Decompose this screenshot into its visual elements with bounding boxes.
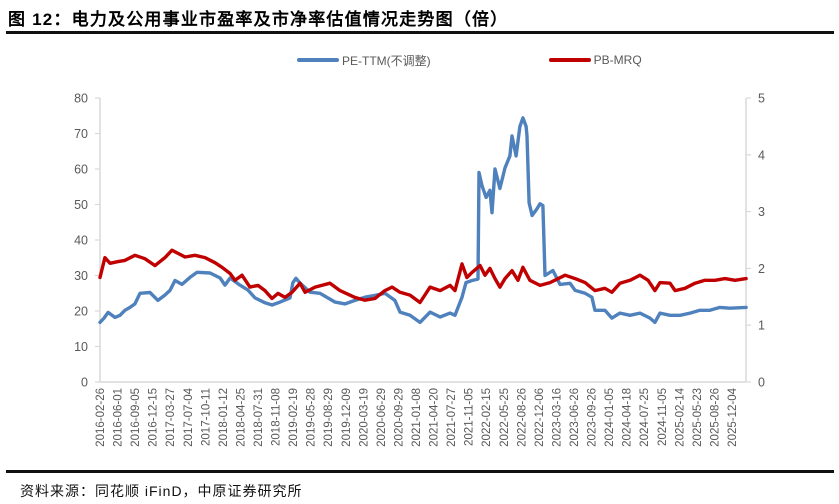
x-tick-label: 2025-12-04 <box>727 387 739 446</box>
left-tick-label: 30 <box>74 269 88 283</box>
x-tick-label: 2016-12-15 <box>148 388 160 447</box>
x-tick-label: 2017-07-04 <box>183 387 195 446</box>
pe-ttm-line <box>98 116 748 325</box>
x-tick-label: 2022-08-26 <box>516 388 528 447</box>
left-tick-label: 50 <box>74 198 88 212</box>
top-divider <box>6 31 834 34</box>
figure-title: 图 12：电力及公用事业市盈率及市净率估值情况走势图（倍） <box>8 10 509 29</box>
x-tick-label: 2021-04-20 <box>429 388 441 447</box>
x-tick-label: 2019-12-09 <box>341 388 353 447</box>
x-tick-label: 2021-07-27 <box>446 388 458 447</box>
x-tick-label: 2022-12-06 <box>534 388 546 447</box>
x-tick-label: 2020-06-29 <box>376 388 388 447</box>
x-tick-label: 2024-04-18 <box>622 388 634 447</box>
x-tick-label: 2018-11-08 <box>271 388 283 446</box>
x-tick-label: 2025-08-26 <box>709 388 721 447</box>
left-tick-label: 60 <box>74 163 88 177</box>
x-tick-label: 2017-10-11 <box>200 388 212 446</box>
legend-swatch-pe <box>297 58 339 62</box>
legend-label-pe: PE-TTM(不调整) <box>342 53 431 68</box>
x-tick-label: 2022-02-15 <box>481 388 493 447</box>
x-tick-label: 2019-02-19 <box>288 388 300 447</box>
left-tick-label: 20 <box>74 305 88 319</box>
x-tick-label: 2016-06-01 <box>113 388 125 447</box>
x-tick-label: 2020-09-29 <box>393 388 405 447</box>
chart-axes: 0 10 20 30 40 50 60 70 80 0 1 2 3 4 5 2016-02-26 2016-06… <box>74 92 765 447</box>
right-tick-label: 5 <box>758 92 765 106</box>
x-tick-label: 2016-09-05 <box>130 388 142 447</box>
x-tick-label: 2016-02-26 <box>95 388 107 447</box>
x-tick-label: 2024-11-05 <box>657 388 669 446</box>
left-tick-label: 10 <box>74 340 88 354</box>
x-tick-label: 2019-05-28 <box>306 388 318 447</box>
right-tick-label: 1 <box>758 319 765 333</box>
x-tick-label: 2021-01-08 <box>411 388 423 447</box>
x-tick-label: 2025-05-23 <box>692 388 704 447</box>
source-note: 资料来源：同花顺 iFinD，中原证券研究所 <box>20 483 303 499</box>
left-tick-label: 80 <box>74 92 88 106</box>
right-tick-label: 0 <box>758 376 765 390</box>
legend-swatch-pb <box>548 58 591 62</box>
legend-label-pb: PB-MRQ <box>593 53 642 67</box>
x-tick-label: 2023-06-26 <box>569 388 581 447</box>
right-tick-label: 2 <box>758 262 765 276</box>
x-tick-label: 2018-07-31 <box>253 388 265 447</box>
left-tick-label: 40 <box>74 234 88 248</box>
x-tick-label: 2025-02-14 <box>674 387 686 446</box>
chart-series <box>98 116 748 325</box>
bottom-divider <box>6 470 834 473</box>
legend-item-pb: PB-MRQ <box>548 53 642 67</box>
x-tick-label: 2018-01-12 <box>218 388 230 447</box>
x-tick-label: 2023-09-26 <box>587 388 599 447</box>
x-tick-label: 2018-04-25 <box>235 388 247 447</box>
x-tick-label: 2021-11-05 <box>464 388 476 446</box>
x-tick-label: 2019-08-29 <box>323 388 335 447</box>
x-tick-label: 2017-03-27 <box>165 388 177 447</box>
x-tick-label: 2024-01-05 <box>604 388 616 447</box>
x-tick-label: 2024-07-25 <box>639 388 651 447</box>
chart-legend: PE-TTM(不调整) PB-MRQ <box>297 52 660 68</box>
right-tick-label: 3 <box>758 205 765 219</box>
left-tick-label: 70 <box>74 127 88 141</box>
x-tick-label: 2020-03-19 <box>358 388 370 447</box>
right-tick-label: 4 <box>758 148 765 162</box>
x-tick-label: 2022-05-25 <box>499 388 511 447</box>
pb-mrq-line <box>98 248 748 305</box>
left-tick-label: 0 <box>81 376 88 390</box>
legend-item-pe: PE-TTM(不调整) <box>297 52 431 69</box>
x-tick-label: 2023-03-16 <box>551 388 563 447</box>
